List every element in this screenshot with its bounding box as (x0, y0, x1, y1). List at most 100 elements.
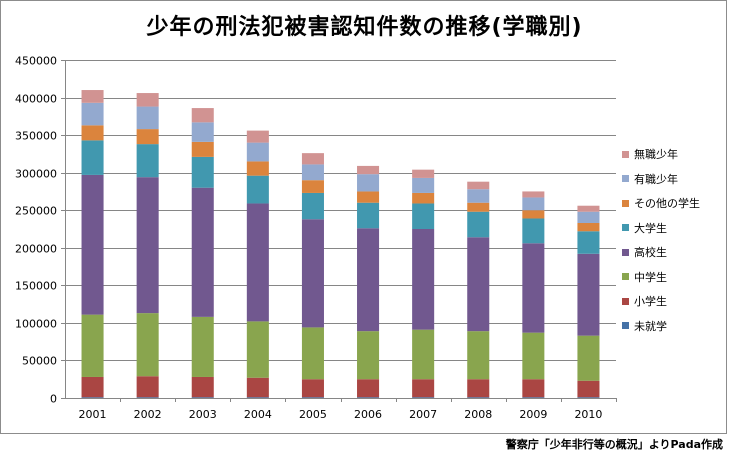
legend-swatch (622, 199, 629, 207)
legend-swatch (622, 248, 629, 256)
bar-segment (191, 141, 214, 157)
bar-segment (357, 331, 380, 380)
bar-segment (522, 218, 545, 244)
legend-item: 高校生 (622, 242, 722, 262)
bar-segment (412, 329, 435, 380)
bar-segment (522, 210, 545, 219)
bar-segment (81, 376, 104, 398)
bar-segment (357, 191, 380, 203)
bar-segment (301, 379, 324, 398)
bar-segment (467, 189, 490, 203)
bar-segment (191, 108, 214, 123)
bar-segment (246, 377, 269, 398)
bar-segment (246, 142, 269, 162)
x-tick-label: 2010 (574, 408, 602, 421)
bar-segment (246, 175, 269, 204)
bar-segment (81, 125, 104, 141)
chart-title: 少年の刑法犯被害認知件数の推移(学職別) (146, 15, 583, 40)
x-tick-label: 2007 (409, 408, 437, 421)
bar-segment (412, 229, 435, 330)
bar-segment (412, 379, 435, 398)
legend-item: 未就学 (622, 316, 722, 336)
bar-segment (301, 219, 324, 328)
legend-label: 無職少年 (634, 148, 678, 161)
bar-segment (357, 397, 380, 398)
bar-segment (522, 379, 545, 398)
legend-swatch (622, 322, 629, 329)
bar-segment (467, 331, 490, 380)
bar-segment (191, 397, 214, 398)
bar-segment (136, 93, 159, 107)
bar-segment (136, 129, 159, 145)
bar-segment (467, 181, 490, 190)
bar-segment (577, 397, 600, 398)
bar-segment (522, 397, 545, 398)
legend-item: その他の学生 (622, 193, 722, 213)
bar-segment (357, 228, 380, 332)
bar-segment (522, 197, 545, 211)
bar-segment (412, 397, 435, 398)
x-tick-label: 2009 (519, 408, 547, 421)
bar-segment (577, 380, 600, 398)
bar-segment (467, 202, 490, 212)
bar-segment (522, 191, 545, 198)
legend-item: 無職少年 (622, 144, 722, 164)
legend-label: 小学生 (634, 295, 667, 308)
bar-segment (467, 397, 490, 398)
bar-segment (467, 211, 490, 238)
legend-label: 高校生 (634, 246, 667, 259)
y-tick-label: 350000 (15, 130, 57, 143)
bar-segment (412, 203, 435, 229)
bar-segment (191, 156, 214, 188)
legend-item: 有職少年 (622, 169, 722, 189)
y-tick-label: 250000 (15, 205, 57, 218)
legend-label: 未就学 (634, 319, 667, 333)
bar-segment (467, 237, 490, 332)
legend-item: 中学生 (622, 267, 722, 287)
bar-segment (301, 397, 324, 398)
bar-segment (357, 202, 380, 229)
x-tick-label: 2003 (189, 408, 217, 421)
bar-segment (357, 379, 380, 398)
bar-segment (301, 164, 324, 181)
legend-label: 中学生 (634, 270, 667, 284)
x-tick-label: 2006 (354, 408, 382, 421)
bar-segment (301, 327, 324, 380)
legend-swatch (622, 224, 629, 231)
x-tick-label: 2004 (244, 408, 272, 421)
bar-segment (191, 187, 214, 317)
bar-segment (246, 203, 269, 322)
bar-segment (577, 253, 600, 336)
legend: 無職少年有職少年その他の学生大学生高校生中学生小学生未就学 (622, 144, 722, 340)
bar-segment (301, 192, 324, 220)
bar-segment (577, 205, 600, 212)
legend-label: 大学生 (634, 221, 667, 235)
y-tick-label: 200000 (15, 243, 57, 256)
y-tick-label: 100000 (15, 318, 57, 331)
bar-segment (81, 140, 104, 175)
legend-swatch (622, 297, 629, 305)
bar-segment (136, 177, 159, 314)
bar-segment (301, 180, 324, 193)
legend-label: 有職少年 (634, 172, 678, 186)
bar-segment (81, 397, 104, 398)
bar-segment (246, 130, 269, 143)
legend-item: 小学生 (622, 291, 722, 311)
y-tick-label: 50000 (22, 355, 57, 368)
bar-segment (136, 106, 159, 130)
bar-segment (577, 335, 600, 381)
bar-segment (412, 177, 435, 193)
bar-segment (246, 161, 269, 176)
bar-segment (246, 397, 269, 398)
bar-segment (136, 144, 159, 178)
bar-segment (412, 169, 435, 178)
bar-segment (81, 102, 104, 126)
bar-segment (81, 314, 104, 377)
x-tick-label: 2005 (299, 408, 327, 421)
bar-segment (577, 222, 600, 232)
bar-segment (357, 174, 380, 192)
y-tick-label: 300000 (15, 168, 57, 181)
bar-segment (136, 313, 159, 377)
bar-segment (301, 153, 324, 165)
bar-segment (81, 174, 104, 315)
